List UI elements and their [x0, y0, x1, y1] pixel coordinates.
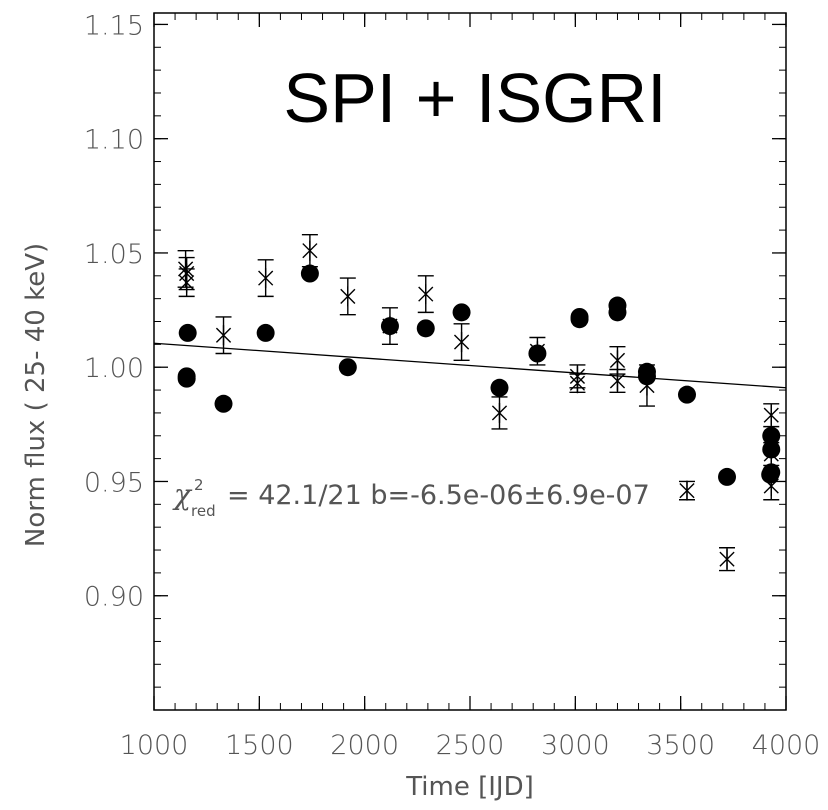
asterisk-point — [763, 441, 780, 467]
fit-statistics-annotation: χ 2 red = 42.1/21 b=-6.5e-06±6.9e-07 — [172, 476, 650, 520]
chi-symbol: χ — [172, 478, 193, 511]
circle-point — [177, 369, 196, 388]
asterisk-point — [453, 323, 470, 362]
y-tick-label: 0.90 — [84, 582, 144, 613]
y-axis-label: Norm flux ( 25- 40 keV) — [21, 243, 51, 547]
asterisk-point — [257, 259, 274, 298]
circle-point — [718, 467, 737, 486]
circle-point — [570, 310, 589, 329]
chi-superscript: 2 — [194, 476, 204, 494]
fit-stat-text: = 42.1/21 b=-6.5e-06±6.9e-07 — [227, 480, 650, 511]
data-points — [177, 233, 781, 572]
circle-point — [214, 394, 233, 413]
x-axis: 1000 1500 2000 2500 3000 3500 4000 — [120, 13, 821, 761]
x-tick-label: 4000 — [752, 730, 821, 761]
asterisk-point — [609, 368, 626, 394]
chart-title: SPI + ISGRI — [283, 59, 666, 137]
y-tick-label: 1.05 — [84, 239, 144, 270]
x-axis-label: Time [IJD] — [405, 772, 534, 802]
linear-fit-line — [153, 342, 787, 389]
y-tick-label: 1.10 — [84, 125, 144, 156]
circle-point — [761, 465, 780, 484]
circle-point — [452, 303, 471, 322]
y-tick-label: 1.15 — [84, 10, 144, 41]
circle-point — [608, 303, 627, 322]
circle-point — [338, 358, 357, 377]
asterisk-point — [178, 268, 195, 298]
asterisk-point — [215, 316, 232, 355]
asterisk-point — [569, 373, 586, 394]
y-axis: 0.90 0.95 1.00 1.05 1.10 1.15 — [84, 10, 786, 711]
asterisk-point — [678, 480, 695, 501]
circle-point — [416, 319, 435, 338]
x-tick-label: 1000 — [120, 730, 189, 761]
circle-point — [490, 378, 509, 397]
asterisk-point — [339, 277, 356, 316]
x-tick-label: 3500 — [646, 730, 715, 761]
asterisk-point — [719, 547, 736, 572]
asterisk-point — [638, 364, 655, 407]
asterisk-point — [763, 403, 780, 428]
circle-point — [256, 323, 275, 342]
circle-point — [300, 264, 319, 283]
asterisk-point — [417, 275, 434, 314]
asterisk-point — [381, 307, 398, 346]
x-tick-label: 3000 — [541, 730, 610, 761]
x-tick-label: 2500 — [436, 730, 505, 761]
circle-point — [762, 426, 781, 445]
circle-point — [677, 385, 696, 404]
asterisk-point — [529, 336, 546, 366]
chi-subscript: red — [191, 502, 216, 520]
x-tick-label: 2000 — [330, 730, 399, 761]
x-tick-label: 1500 — [225, 730, 294, 761]
asterisk-point — [763, 471, 780, 501]
circle-point — [178, 323, 197, 342]
asterisk-point — [301, 233, 318, 268]
y-tick-label: 0.95 — [84, 467, 144, 498]
y-tick-label: 1.00 — [84, 353, 144, 384]
asterisk-point — [491, 396, 508, 430]
